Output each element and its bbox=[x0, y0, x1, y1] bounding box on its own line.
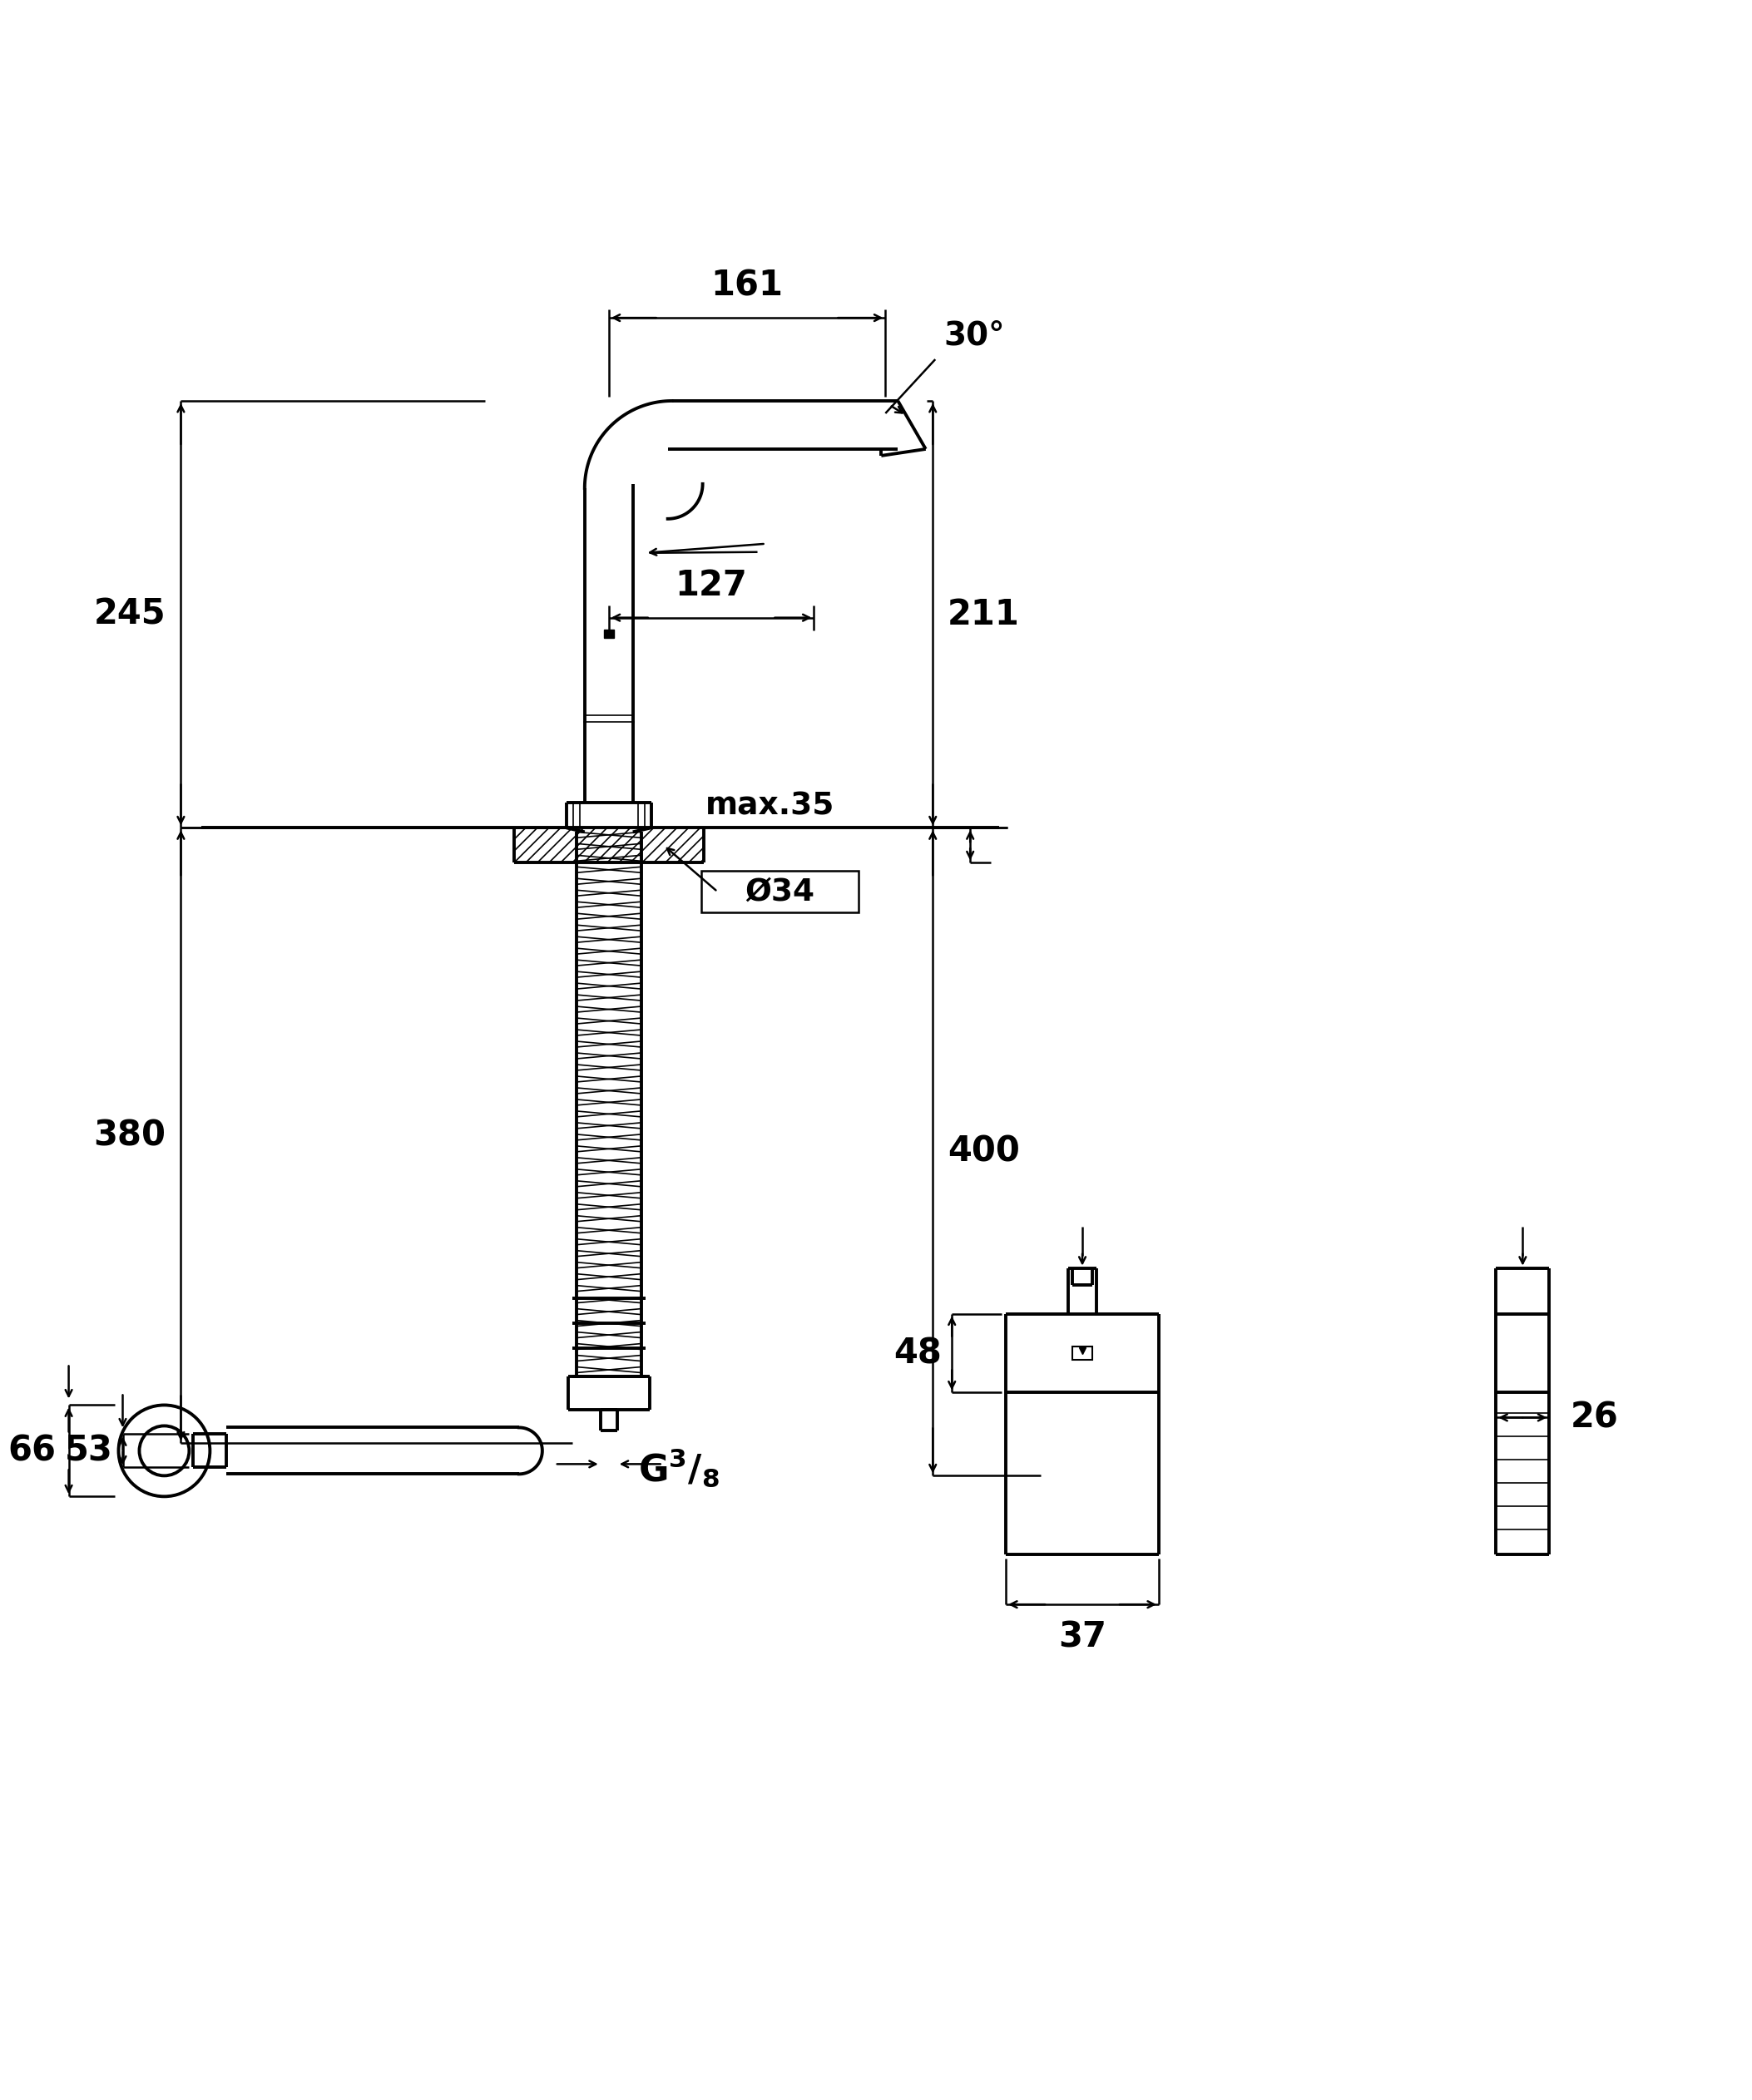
Text: Ø34: Ø34 bbox=[745, 878, 815, 907]
Text: 26: 26 bbox=[1570, 1401, 1619, 1434]
Text: 53: 53 bbox=[65, 1434, 112, 1468]
Text: 161: 161 bbox=[711, 269, 783, 302]
Text: 48: 48 bbox=[894, 1336, 943, 1371]
Text: 400: 400 bbox=[948, 1134, 1020, 1170]
Text: max.35: max.35 bbox=[704, 792, 834, 821]
Bar bbox=[701, 872, 858, 914]
Text: 37: 37 bbox=[1058, 1619, 1107, 1655]
Text: G$^{\mathbf{3}}$/$_{\mathbf{8}}$: G$^{\mathbf{3}}$/$_{\mathbf{8}}$ bbox=[638, 1447, 720, 1489]
Text: 211: 211 bbox=[948, 596, 1020, 632]
Bar bbox=[1072, 1346, 1091, 1361]
Text: 245: 245 bbox=[95, 596, 166, 632]
Text: 30°: 30° bbox=[944, 319, 1004, 351]
Bar bbox=[604, 630, 613, 638]
Text: 380: 380 bbox=[93, 1117, 166, 1153]
Text: 66: 66 bbox=[9, 1434, 56, 1468]
Text: 127: 127 bbox=[675, 567, 748, 603]
